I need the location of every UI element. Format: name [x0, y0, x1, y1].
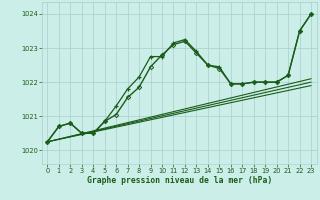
- X-axis label: Graphe pression niveau de la mer (hPa): Graphe pression niveau de la mer (hPa): [87, 176, 272, 185]
